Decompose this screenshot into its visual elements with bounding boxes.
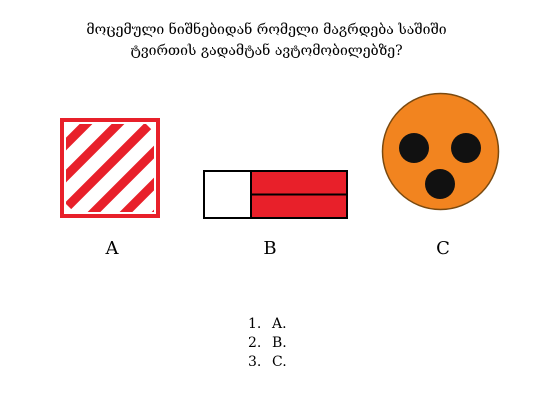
answer-text: A. bbox=[272, 316, 287, 332]
question-line-1: მოცემული ნიშნებიდან რომელი მაგრდება საში… bbox=[86, 22, 447, 38]
red-white-rectangle-sign-icon bbox=[203, 170, 348, 219]
striped-square-sign-icon bbox=[60, 118, 160, 218]
answer-option-2[interactable]: 2. B. bbox=[248, 334, 287, 353]
option-label-c: C bbox=[436, 238, 450, 259]
answer-option-3[interactable]: 3. C. bbox=[248, 353, 287, 372]
answer-number: 2. bbox=[248, 335, 262, 351]
option-label-b: B bbox=[263, 238, 277, 259]
answer-list: 1. A. 2. B. 3. C. bbox=[248, 315, 287, 372]
answer-number: 3. bbox=[248, 354, 262, 370]
orange-disc-three-dots-sign-icon bbox=[381, 92, 500, 211]
question-line-2: ტვირთის გადამტან ავტომობილებზე? bbox=[130, 43, 403, 59]
answer-text: C. bbox=[272, 354, 287, 370]
answer-option-1[interactable]: 1. A. bbox=[248, 315, 287, 334]
question-text: მოცემული ნიშნებიდან რომელი მაგრდება საში… bbox=[0, 20, 533, 62]
answer-text: B. bbox=[272, 335, 287, 351]
answer-number: 1. bbox=[248, 316, 262, 332]
option-label-a: A bbox=[105, 238, 119, 259]
